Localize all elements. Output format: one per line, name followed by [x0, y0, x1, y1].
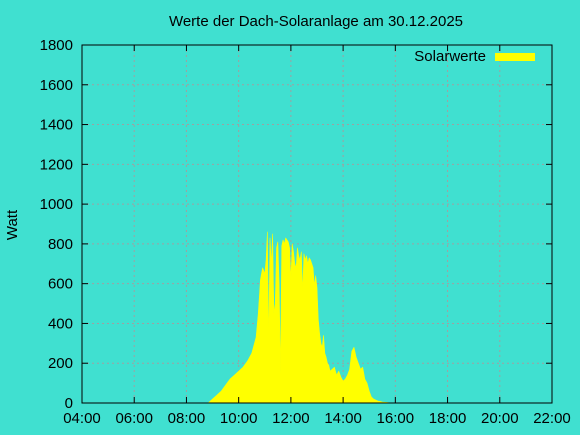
y-tick-label: 1200	[40, 156, 73, 173]
y-tick-label: 1000	[40, 196, 73, 213]
y-tick-label: 1400	[40, 117, 73, 134]
chart-title: Werte der Dach-Solaranlage am 30.12.2025	[169, 13, 463, 30]
x-tick-label: 18:00	[429, 410, 467, 427]
series-area-group	[207, 231, 396, 404]
x-tick-label: 06:00	[115, 410, 153, 427]
y-tick-label: 600	[48, 276, 73, 293]
x-tick-label: 20:00	[481, 410, 519, 427]
axis-ticks: 0 200 400 600 800 1000 1200 1400 1600 1800 04:00 06…	[40, 37, 571, 427]
y-axis-label: Watt	[4, 209, 21, 240]
y-tick-label: 800	[48, 236, 73, 253]
legend-label-solarwerte: Solarwerte	[414, 48, 486, 65]
plot-frame	[81, 44, 553, 404]
x-tick-label: 04:00	[63, 410, 101, 427]
x-tick-label: 14:00	[324, 410, 362, 427]
series-area-0	[207, 231, 396, 404]
y-tick-label: 1800	[40, 37, 73, 54]
x-tick-label: 12:00	[272, 410, 310, 427]
x-tick-label: 08:00	[168, 410, 206, 427]
y-tick-label: 200	[48, 355, 73, 372]
x-tick-label: 16:00	[377, 410, 415, 427]
y-tick-label: 0	[65, 395, 73, 412]
legend-swatch-solarwerte	[495, 53, 535, 61]
x-tick-label: 10:00	[220, 410, 258, 427]
legend: Solarwerte	[414, 48, 535, 65]
y-tick-label: 400	[48, 315, 73, 332]
y-tick-label: 1600	[40, 77, 73, 94]
x-tick-label: 22:00	[533, 410, 571, 427]
